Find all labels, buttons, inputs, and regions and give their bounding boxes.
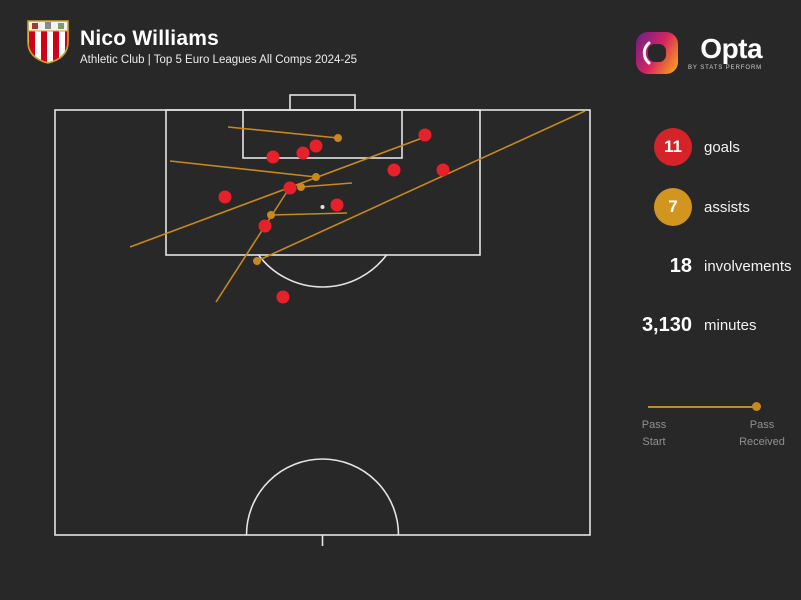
minutes-label: minutes — [704, 316, 757, 334]
assist-pass-line — [300, 182, 353, 188]
assist-passes-layer — [129, 110, 586, 303]
page-subtitle: Athletic Club | Top 5 Euro Leagues All C… — [80, 54, 358, 66]
opta-logo-icon — [636, 32, 678, 74]
goal-dot — [330, 198, 344, 212]
six-yard-box — [242, 109, 403, 159]
assist-pass-line — [227, 126, 339, 139]
stat-row-minutes: 3,130 minutes — [640, 305, 801, 345]
legend-pass-line — [648, 406, 756, 408]
goal-dot — [296, 146, 310, 160]
assist-pass-line — [256, 110, 586, 262]
penalty-spot — [320, 205, 325, 209]
pass-received-dot — [312, 173, 320, 181]
goals-label: goals — [704, 138, 740, 156]
athletic-club-crest-icon — [27, 20, 69, 64]
penalty-area — [165, 109, 481, 256]
goal-dot — [309, 139, 323, 153]
goal-dot — [266, 150, 280, 164]
goal-dot — [283, 181, 297, 195]
legend-pass-received-dot — [752, 402, 761, 411]
goals-layer — [218, 128, 450, 304]
pitch-boundary — [54, 109, 591, 536]
goals-badge: 11 — [654, 128, 692, 166]
involvements-label: involvements — [704, 257, 792, 275]
stat-row-involvements: 18 involvements — [640, 246, 801, 286]
assist-pass-line — [129, 136, 426, 248]
assists-badge: 7 — [654, 188, 692, 226]
goal-dot — [418, 128, 432, 142]
page-title: Nico Williams — [80, 27, 219, 50]
assist-pass-line — [169, 160, 317, 178]
goal-frame — [289, 94, 356, 111]
pass-received-dot — [334, 134, 342, 142]
goal-dot — [276, 290, 290, 304]
goal-dot — [436, 163, 450, 177]
goal-dot — [387, 163, 401, 177]
brand-block: Opta BY STATS PERFORM — [635, 31, 763, 75]
stat-row-assists: 7 assists — [640, 187, 801, 227]
pass-received-dot — [267, 211, 275, 219]
stat-row-goals: 11 goals — [640, 127, 801, 167]
goal-dot — [258, 219, 272, 233]
assists-label: assists — [704, 198, 750, 216]
goal-dot — [218, 190, 232, 204]
brand-name: Opta — [700, 33, 763, 64]
minutes-value: 3,130 — [641, 313, 692, 336]
center-circle-arc — [245, 458, 400, 536]
pass-received-dot — [253, 257, 261, 265]
penalty-arc — [257, 254, 388, 288]
legend-pass-received-label: Pass Received — [739, 419, 785, 448]
assist-pass-line — [215, 186, 291, 303]
brand-tagline: BY STATS PERFORM — [688, 65, 763, 71]
pass-received-dot — [297, 183, 305, 191]
involvements-value: 18 — [669, 254, 692, 277]
assist-pass-line — [270, 212, 348, 216]
legend-pass-start-label: Pass Start — [641, 419, 667, 448]
